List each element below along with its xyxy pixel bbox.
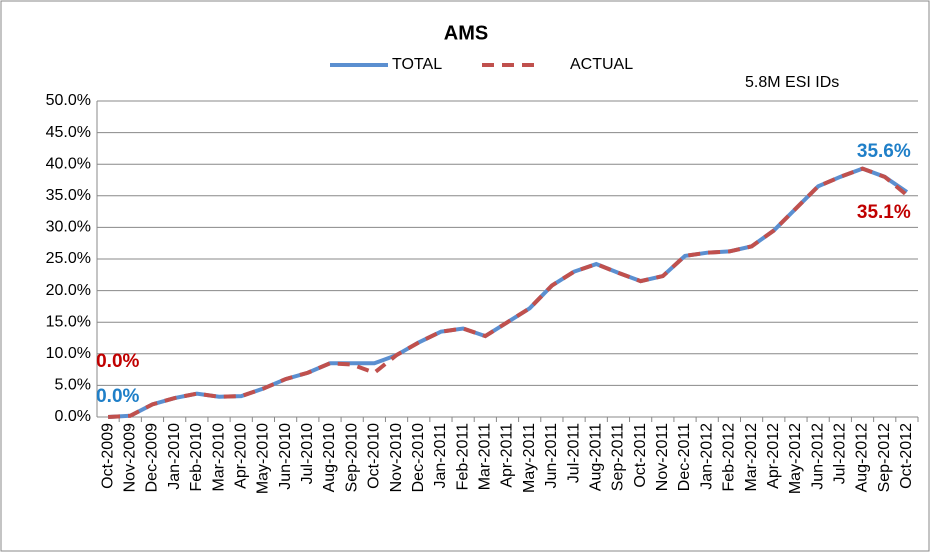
x-tick-label: Aug-2012 [854,423,871,492]
x-tick-label: Mar-2011 [477,423,494,490]
x-tick-label: Sep-2012 [876,423,893,492]
series-line [107,166,909,419]
x-tick-label: Mar-2010 [210,423,227,492]
x-tick-label: May-2011 [521,423,538,493]
x-tick-label: Nov-2011 [654,423,671,491]
y-tick-label: 40.0% [46,155,91,172]
y-tick-label: 45.0% [46,124,91,141]
x-tick-label: Oct-2010 [366,423,383,489]
y-tick-label: 20.0% [46,282,91,299]
y-tick-label: 15.0% [46,313,91,330]
x-tick-label: Nov-2009 [122,423,139,492]
x-tick-label: Apr-2012 [765,423,782,489]
x-tick-label: Jun-2011 [543,423,560,489]
y-tick-label: 30.0% [46,219,91,236]
x-tick-label: Jan-2010 [166,423,183,490]
x-tick-label: Jul-2011 [565,423,582,483]
legend-label: TOTAL [392,56,442,73]
x-tick-label: Dec-2009 [144,423,161,492]
x-tick-label: Mar-2012 [743,423,760,492]
data-label: 0.0% [96,351,139,372]
x-tick-label: Oct-2011 [632,423,649,488]
x-tick-label: May-2010 [255,423,272,494]
x-tick-label: Dec-2011 [676,423,693,491]
x-tick-label: Sep-2010 [343,423,360,492]
x-tick-label: Jan-2012 [698,423,715,490]
x-tick-label: Oct-2009 [99,423,116,489]
x-tick-label: Jan-2011 [432,423,449,489]
x-tick-label: Sep-2011 [610,423,627,491]
y-tick-label: 25.0% [46,250,91,267]
x-tick-label: Jul-2012 [832,423,849,484]
y-tick-label: 5.0% [55,377,91,394]
y-tick-label: 10.0% [46,345,91,362]
y-tick-label: 0.0% [55,408,91,425]
x-tick-label: Nov-2010 [388,423,405,492]
x-tick-label: Feb-2012 [721,423,738,492]
x-tick-label: Feb-2011 [454,423,471,490]
x-tick-label: Aug-2011 [587,423,604,491]
x-tick-label: Jun-2012 [809,423,826,490]
x-tick-label: Dec-2010 [410,423,427,492]
y-tick-label: 50.0% [46,92,91,109]
data-label: 35.6% [857,141,911,162]
x-tick-label: Apr-2011 [499,423,516,488]
annotation: 5.8M ESI IDs [745,74,839,91]
x-tick-label: May-2012 [787,423,804,494]
chart-title: AMS [444,22,488,44]
x-tick-label: Apr-2010 [232,423,249,489]
y-tick-label: 35.0% [46,187,91,204]
x-tick-label: Jun-2010 [277,423,294,490]
data-label: 35.1% [857,202,911,223]
data-label: 0.0% [96,386,139,407]
x-tick-label: Oct-2012 [898,423,915,489]
legend-label: ACTUAL [570,56,633,73]
x-tick-label: Feb-2010 [188,423,205,492]
x-tick-label: Aug-2010 [321,423,338,492]
x-tick-label: Jul-2010 [299,423,316,484]
